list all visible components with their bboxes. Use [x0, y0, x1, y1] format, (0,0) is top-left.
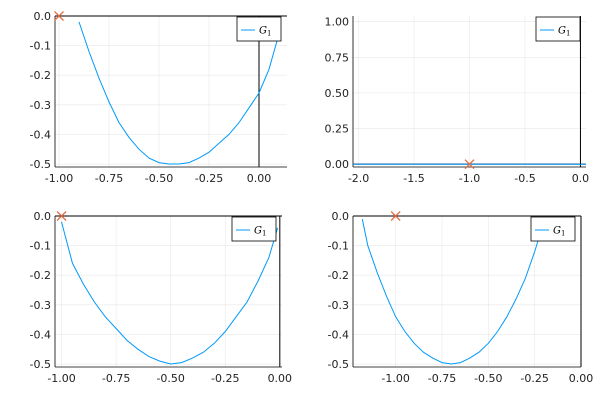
y-tick-label-5: -0.4 [328, 328, 349, 341]
x-tick-label-2: -0.75 [95, 172, 123, 185]
y-tick-label-6: -0.5 [30, 158, 51, 171]
y-tick-label-4: -0.3 [328, 299, 349, 312]
y-tick-label-4: -0.3 [30, 99, 51, 112]
x-tick-label-1: -2.0 [348, 172, 369, 185]
x-tick-label-4: -0.25 [211, 372, 239, 385]
legend-label-subscript: 1 [561, 230, 565, 238]
y-tick-label-5: 1.00 [325, 16, 350, 29]
x-tick-label-5: 0.00 [569, 372, 594, 385]
y-tick-label-4: -0.3 [30, 299, 51, 312]
legend-box [236, 16, 282, 42]
legend-box [530, 216, 576, 242]
marker-x-1 [464, 159, 475, 170]
y-tick-label-1: 0.00 [325, 158, 350, 171]
y-tick-label-1: 0.0 [332, 210, 350, 223]
legend: G1 [231, 216, 277, 242]
legend-label-subscript: 1 [566, 30, 570, 38]
x-tick-label-1: -1.00 [47, 372, 75, 385]
series-line-1 [61, 221, 279, 365]
series-line-1 [78, 21, 280, 165]
y-tick-label-3: 0.50 [325, 87, 350, 100]
legend-label-subscript: 1 [267, 30, 271, 38]
y-tick-label-6: -0.5 [328, 358, 349, 371]
series-line-1 [361, 218, 545, 365]
x-tick-label-3: -0.50 [145, 172, 173, 185]
y-tick-label-5: -0.4 [30, 128, 51, 141]
x-tick-label-5: 0.00 [268, 372, 293, 385]
x-tick-label-4: -0.25 [520, 372, 548, 385]
x-tick-label-3: -0.50 [156, 372, 184, 385]
y-tick-label-2: -0.1 [328, 240, 349, 253]
x-tick-label-3: -1.0 [459, 172, 480, 185]
x-tick-label-2: -1.5 [403, 172, 424, 185]
marker-x-1 [54, 11, 64, 21]
x-tick-label-5: 0.0 [572, 172, 590, 185]
y-tick-label-2: -0.1 [30, 40, 51, 53]
subplot-3: -1.00 -0.75 -0.50 -0.25 0.00 0.0 -0.1 -0.2 -0.3 -… [30, 210, 293, 385]
y-tick-label-6: -0.5 [30, 358, 51, 371]
legend: G1 [530, 216, 576, 242]
subplot-2: -2.0 -1.5 -1.0 -0.5 0.0 0.00 0.25 0.50 0.75 1.00 G… [325, 16, 590, 185]
subplot-1: -1.00 -0.75 -0.50 -0.25 0.00 0.0 -0.1 -0.2 -0.3 -… [30, 10, 287, 185]
legend-label-subscript: 1 [262, 230, 266, 238]
y-tick-label-4: 0.75 [325, 51, 350, 64]
legend-box [231, 216, 277, 242]
marker-x-1 [390, 211, 401, 221]
x-tick-label-2: -0.75 [102, 372, 130, 385]
marker-x-1 [56, 211, 67, 221]
x-tick-label-5: 0.00 [247, 172, 272, 185]
x-tick-label-1: -1.00 [45, 172, 73, 185]
y-tick-label-2: -0.1 [30, 240, 51, 253]
y-tick-label-1: 0.0 [34, 210, 52, 223]
y-tick-label-3: -0.2 [328, 269, 349, 282]
legend-box [535, 16, 581, 42]
y-tick-label-1: 0.0 [34, 10, 52, 23]
subplot-4: -1.00 -0.75 -0.50 -0.25 0.00 0.0 -0.1 -0.2 -0.3 -… [328, 210, 594, 385]
x-tick-label-2: -0.75 [428, 372, 456, 385]
y-tick-label-5: -0.4 [30, 328, 51, 341]
x-tick-label-1: -1.00 [381, 372, 409, 385]
y-tick-label-2: 0.25 [325, 123, 350, 136]
legend: G1 [236, 16, 282, 42]
x-tick-label-3: -0.50 [474, 372, 502, 385]
y-tick-label-3: -0.2 [30, 269, 51, 282]
x-tick-label-4: -0.5 [514, 172, 535, 185]
legend: G1 [535, 16, 581, 42]
x-tick-label-4: -0.25 [195, 172, 223, 185]
y-tick-label-3: -0.2 [30, 69, 51, 82]
